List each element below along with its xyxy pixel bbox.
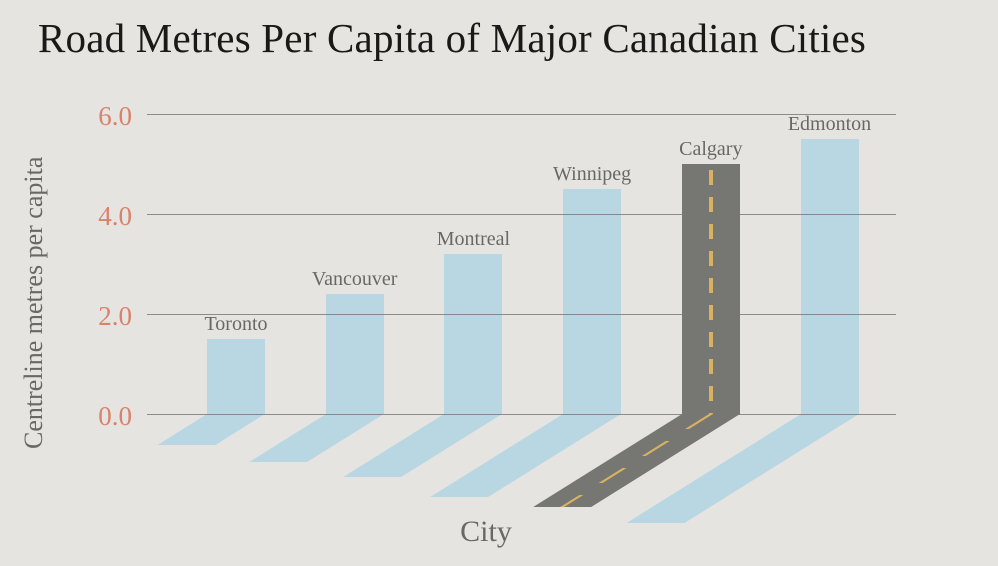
bar-label-calgary: Calgary — [679, 138, 743, 160]
bar-edmonton — [800, 139, 859, 414]
bar-montreal — [444, 254, 503, 414]
y-tick-label: 0.0 — [98, 401, 132, 431]
x-axis-title: City — [460, 515, 512, 548]
bar-label-montreal: Montreal — [436, 228, 511, 250]
bar-toronto — [207, 339, 265, 414]
gridline — [147, 113, 896, 115]
y-tick-label: 4.0 — [98, 201, 132, 231]
y-tick-label: 6.0 — [98, 101, 132, 131]
bar-vancouver — [325, 294, 384, 414]
road-centerline-dash — [708, 170, 713, 414]
chart-title: Road Metres Per Capita of Major Canadian… — [38, 15, 867, 61]
bar-calgary — [681, 164, 740, 414]
bar-winnipeg — [563, 189, 622, 414]
road-extension-toronto — [157, 414, 265, 445]
bar-label-winnipeg: Winnipeg — [553, 163, 632, 185]
x-axis-line — [147, 413, 896, 415]
bar-label-vancouver: Vancouver — [311, 268, 398, 290]
gridline — [147, 213, 896, 215]
gridline — [147, 313, 896, 315]
bar-label-toronto: Toronto — [204, 313, 268, 335]
road-extension-vancouver — [248, 414, 384, 462]
y-tick-label: 2.0 — [98, 301, 132, 331]
bar-label-edmonton: Edmonton — [787, 113, 872, 135]
